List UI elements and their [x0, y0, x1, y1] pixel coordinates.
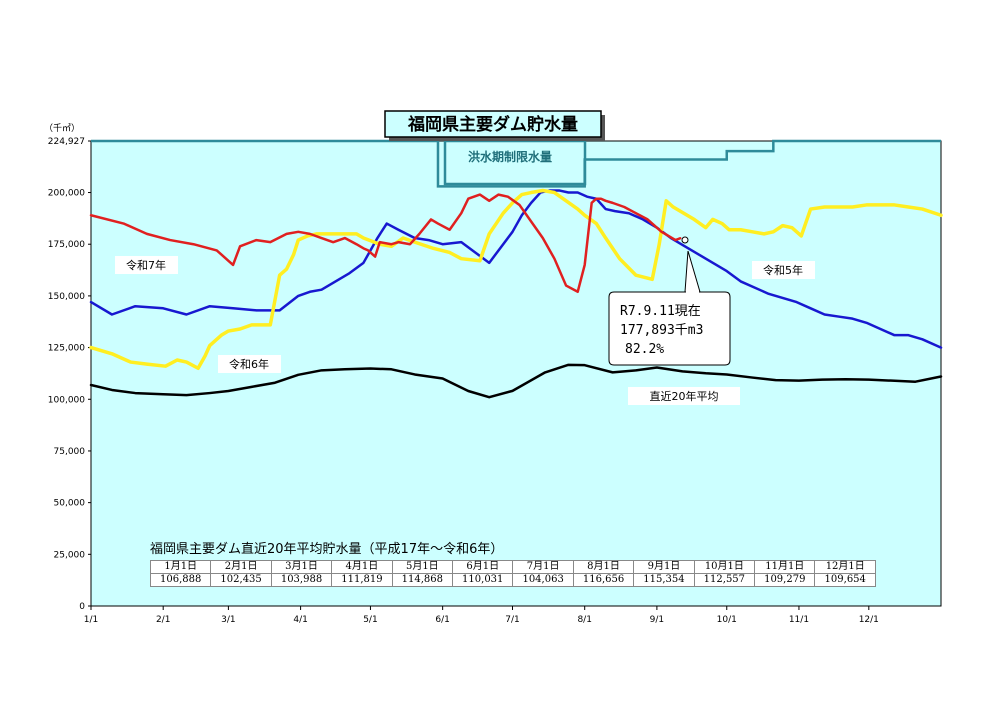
x-tick-label: 11/1 [789, 615, 809, 625]
y-tick-label: 0 [79, 602, 85, 612]
table-header-cell: 5月1日 [391, 560, 454, 574]
table-value-cell: 109,279 [754, 573, 816, 587]
chart-title: 福岡県主要ダム貯水量 [407, 114, 578, 135]
y-tick-label: 100,000 [48, 395, 85, 405]
x-tick-label: 7/1 [505, 615, 519, 625]
table-value-cell: 111,819 [331, 573, 393, 587]
table-header-cell: 7月1日 [512, 560, 574, 574]
x-tick-label: 4/1 [293, 615, 307, 625]
x-axis: 1/1 2/1 3/1 4/1 5/1 6/1 7/1 8/1 9/1 10/1 11/1 12/1 [84, 606, 879, 625]
x-tick-label: 8/1 [577, 615, 591, 625]
series-label-r6: 令和6年 [229, 357, 269, 371]
y-tick-label: 25,000 [54, 550, 86, 560]
table-value-cell: 110,031 [452, 573, 514, 587]
table-header-cell: 2月1日 [210, 560, 272, 574]
x-tick-label: 2/1 [156, 615, 170, 625]
table-value-cell: 112,557 [693, 573, 756, 587]
table-header-cell: 8月1日 [572, 560, 635, 574]
y-tick-label: 200,000 [48, 189, 85, 199]
callout-join [686, 291, 699, 294]
average-table: 1月1日 2月1日 3月1日 4月1日 5月1日 6月1日 7月1日 8月1日 9月1日 10月1… [149, 560, 876, 587]
label-box-avg [628, 387, 740, 405]
table-header-cell: 10月1日 [693, 560, 756, 574]
y-tick-label: 224,927 [48, 137, 85, 147]
table-value-cell: 114,868 [391, 573, 454, 587]
series-label-r7: 令和7年 [126, 258, 166, 272]
title-box [384, 110, 602, 138]
table-header-cell: 6月1日 [452, 560, 514, 574]
table-header-cell: 3月1日 [270, 560, 333, 574]
table-value-row: 106,888 102,435 103,988 111,819 114,868 110,0… [149, 573, 876, 587]
series-line-1 [89, 188, 943, 371]
series-line-3 [89, 363, 943, 399]
flood-limit-line [91, 139, 941, 188]
y-tick-label: 125,000 [48, 344, 85, 354]
y-axis-label: （千㎥） [44, 123, 80, 134]
table-header-cell: 4月1日 [331, 560, 393, 574]
table-value-cell: 116,656 [572, 573, 635, 587]
label-box-r5 [752, 261, 815, 279]
table-value-cell: 102,435 [210, 573, 272, 587]
table-value-cell: 115,354 [633, 573, 695, 587]
label-box-r6 [218, 355, 281, 373]
y-tick-label: 75,000 [54, 447, 86, 457]
table-value-cell: 109,654 [814, 573, 876, 587]
y-tick-label: 50,000 [54, 499, 86, 509]
table-value-cell: 104,063 [512, 573, 574, 587]
average-table-title: 福岡県主要ダム直近20年平均貯水量（平成17年～令和6年） [150, 542, 504, 557]
x-tick-label: 6/1 [435, 615, 449, 625]
x-tick-label: 12/1 [859, 615, 879, 625]
x-tick-label: 1/1 [84, 615, 98, 625]
table-header-cell: 11月1日 [754, 560, 816, 574]
series-label-r5: 令和5年 [763, 263, 803, 277]
y-axis: 0 25,000 50,000 75,000 100,000 125,000 150,000… [48, 137, 91, 612]
current-point-marker [681, 236, 689, 244]
callout-line2: 177,893千m3 [620, 323, 703, 338]
flood-limit-label: 洪水期制限水量 [468, 149, 552, 164]
series-line-0 [89, 193, 682, 294]
average-table-grid: 1月1日 2月1日 3月1日 4月1日 5月1日 6月1日 7月1日 8月1日 9月1日 10月1… [149, 560, 876, 587]
table-header-cell: 12月1日 [814, 560, 876, 574]
x-tick-label: 10/1 [717, 615, 737, 625]
x-tick-label: 3/1 [221, 615, 235, 625]
y-tick-label: 175,000 [48, 240, 85, 250]
label-box-r7 [115, 256, 178, 274]
y-tick-label: 150,000 [48, 292, 85, 302]
series-line-2 [89, 189, 943, 349]
x-tick-label: 9/1 [650, 615, 664, 625]
table-value-cell: 106,888 [149, 573, 212, 587]
callout-line1: R7.9.11現在 [620, 304, 701, 319]
x-tick-label: 5/1 [363, 615, 377, 625]
series-label-avg: 直近20年平均 [650, 389, 719, 403]
table-header-cell: 1月1日 [149, 560, 212, 574]
table-header-cell: 9月1日 [633, 560, 695, 574]
callout-line3: 82.2% [625, 342, 664, 357]
table-value-cell: 103,988 [270, 573, 333, 587]
plot-area [90, 140, 942, 607]
table-header-row: 1月1日 2月1日 3月1日 4月1日 5月1日 6月1日 7月1日 8月1日 9月1日 10月1… [149, 560, 876, 574]
series-layer [89, 188, 943, 399]
